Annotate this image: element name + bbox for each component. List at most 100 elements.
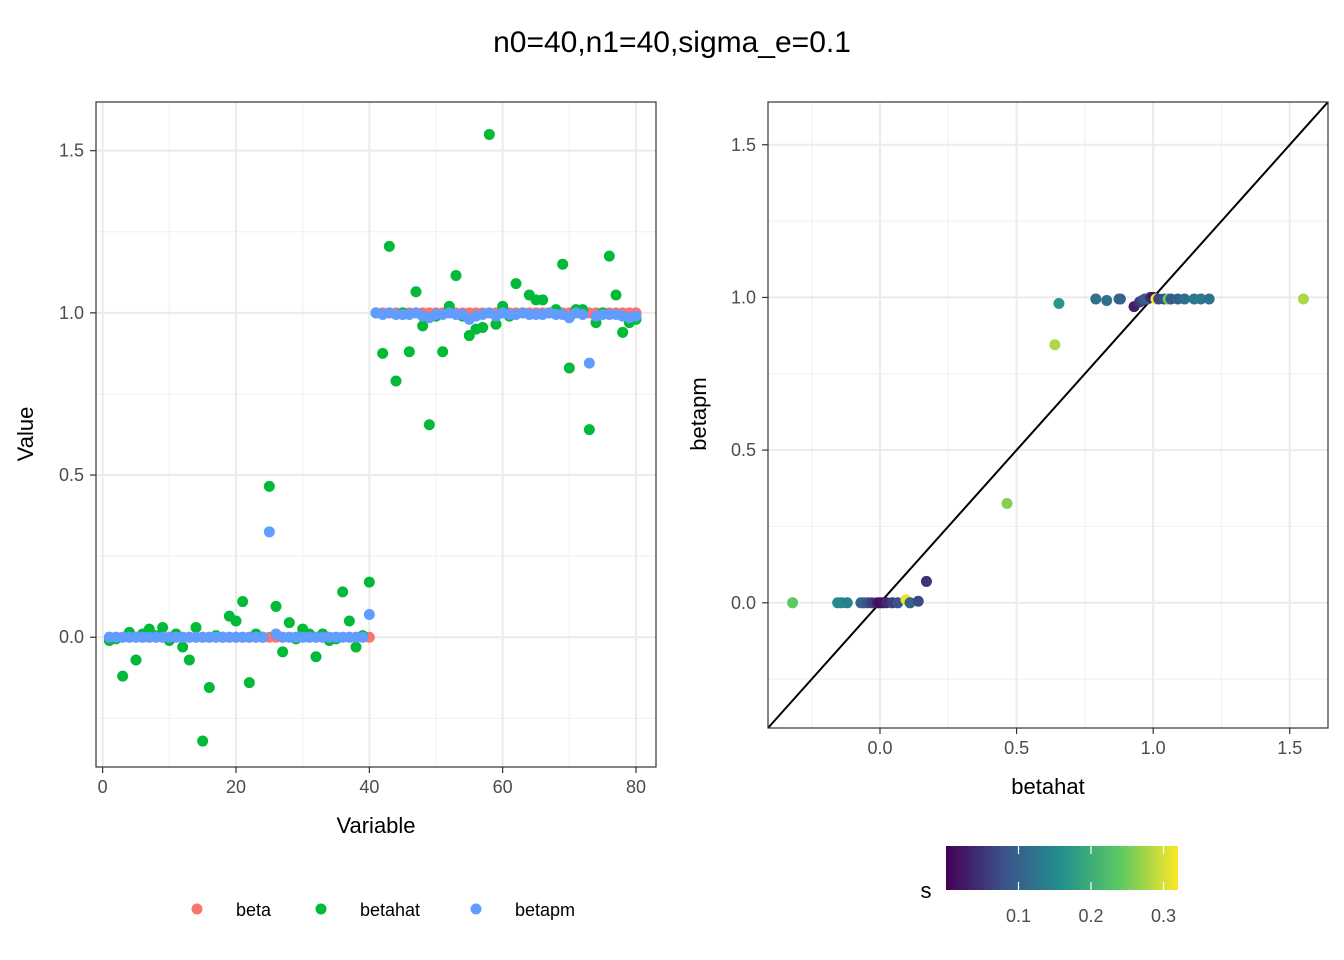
right-points bbox=[787, 291, 1309, 609]
right-panel: 0.0 0.5 1.0 1.5 0.0 0.5 1.0 1.5 betahat betapm bbox=[686, 101, 1329, 799]
point-betahat bbox=[243, 677, 255, 689]
point-betahat bbox=[450, 270, 462, 282]
left-panel-border bbox=[95, 101, 657, 768]
point-betahat bbox=[603, 250, 615, 262]
point-betahat bbox=[423, 419, 435, 431]
scatter-point bbox=[912, 595, 924, 607]
right-x-axis-label: betahat bbox=[1011, 774, 1084, 799]
point-betahat bbox=[177, 641, 189, 653]
point-betahat bbox=[283, 617, 295, 629]
point-betahat bbox=[417, 320, 429, 332]
right-x-tick-label: 0.5 bbox=[1004, 738, 1029, 758]
point-betahat bbox=[610, 289, 622, 301]
point-betahat bbox=[310, 651, 322, 663]
scatter-point bbox=[1001, 498, 1013, 510]
point-betapm bbox=[583, 357, 595, 369]
point-betahat bbox=[197, 735, 209, 747]
point-betahat bbox=[363, 576, 375, 588]
point-betahat bbox=[557, 258, 569, 270]
figure-title: n0=40,n1=40,sigma_e=0.1 bbox=[493, 26, 851, 59]
left-x-tick-label: 0 bbox=[98, 777, 108, 797]
left-points bbox=[103, 128, 642, 747]
left-gridlines bbox=[96, 102, 656, 767]
point-betapm bbox=[357, 631, 369, 643]
legend-key-beta bbox=[191, 903, 203, 915]
scatter-point bbox=[1101, 294, 1113, 306]
left-x-axis-label: Variable bbox=[336, 813, 415, 838]
scatter-point bbox=[1049, 339, 1061, 351]
left-x-tick-label: 40 bbox=[359, 777, 379, 797]
point-betahat bbox=[583, 424, 595, 436]
point-betahat bbox=[343, 615, 355, 627]
left-y-tick-label: 0.0 bbox=[59, 627, 84, 647]
scatter-point bbox=[904, 597, 916, 609]
point-betahat bbox=[190, 622, 202, 634]
point-betahat bbox=[403, 346, 415, 358]
point-betahat bbox=[617, 326, 629, 338]
scatter-point bbox=[1053, 298, 1065, 310]
point-betahat bbox=[477, 321, 489, 333]
left-panel: 0 20 40 60 80 0.0 0.5 1.0 1.5 Variable Value bbox=[13, 101, 657, 838]
right-x-tick-label: 1.0 bbox=[1141, 738, 1166, 758]
scatter-point bbox=[920, 575, 932, 587]
scatter-point bbox=[1203, 293, 1215, 305]
right-x-tick-label: 0.0 bbox=[867, 738, 892, 758]
left-y-tick-label: 0.5 bbox=[59, 465, 84, 485]
point-betapm bbox=[630, 310, 642, 322]
point-betahat bbox=[117, 670, 129, 682]
scatter-point bbox=[841, 597, 853, 609]
point-betahat bbox=[130, 654, 142, 666]
right-gridlines bbox=[768, 102, 1328, 728]
point-betahat bbox=[383, 240, 395, 252]
colorbar-ticks: 0.1 0.2 0.3 bbox=[1006, 846, 1176, 926]
colorbar-gradient bbox=[946, 846, 1178, 890]
right-panel-border bbox=[767, 101, 1329, 729]
point-betahat bbox=[483, 128, 495, 140]
left-x-tick-label: 20 bbox=[226, 777, 246, 797]
point-betahat bbox=[337, 586, 349, 598]
right-x-axis: 0.0 0.5 1.0 1.5 bbox=[867, 728, 1302, 758]
point-betahat bbox=[537, 294, 549, 306]
scatter-point bbox=[1090, 293, 1102, 305]
right-y-tick-label: 0.5 bbox=[731, 440, 756, 460]
point-betapm bbox=[363, 609, 375, 621]
colorbar-tick-label: 0.3 bbox=[1151, 906, 1176, 926]
point-betahat bbox=[390, 375, 402, 387]
legend: beta betahat betapm bbox=[191, 900, 575, 920]
legend-key-betapm bbox=[470, 903, 482, 915]
point-betahat bbox=[350, 641, 362, 653]
scatter-point bbox=[1195, 293, 1207, 305]
scatter-point bbox=[787, 597, 799, 609]
colorbar-tick-label: 0.1 bbox=[1006, 906, 1031, 926]
left-y-tick-label: 1.5 bbox=[59, 141, 84, 161]
scatter-point bbox=[1179, 293, 1191, 305]
point-betapm bbox=[263, 526, 275, 538]
point-betahat bbox=[563, 362, 575, 374]
left-y-axis-label: Value bbox=[13, 407, 38, 462]
identity-reference-line bbox=[767, 101, 1329, 729]
legend-key-betahat bbox=[315, 903, 327, 915]
point-betahat bbox=[437, 346, 449, 358]
left-y-tick-label: 1.0 bbox=[59, 303, 84, 323]
point-betahat bbox=[490, 318, 502, 330]
point-betahat bbox=[230, 615, 242, 627]
left-x-tick-label: 80 bbox=[626, 777, 646, 797]
point-betahat bbox=[410, 286, 422, 298]
point-betahat bbox=[183, 654, 195, 666]
legend-label-betapm: betapm bbox=[515, 900, 575, 920]
right-y-axis: 0.0 0.5 1.0 1.5 bbox=[731, 135, 768, 613]
point-betapm bbox=[257, 631, 269, 643]
point-betahat bbox=[270, 600, 282, 612]
point-betahat bbox=[510, 278, 522, 290]
colorbar: 0.1 0.2 0.3 s bbox=[921, 846, 1178, 926]
point-betahat bbox=[203, 682, 215, 694]
left-panel-background bbox=[96, 102, 656, 767]
point-betahat bbox=[277, 646, 289, 658]
left-y-axis: 0.0 0.5 1.0 1.5 bbox=[59, 141, 96, 647]
left-x-tick-label: 60 bbox=[493, 777, 513, 797]
right-y-axis-label: betapm bbox=[686, 377, 711, 450]
point-betahat bbox=[157, 622, 169, 634]
point-betahat bbox=[263, 480, 275, 492]
